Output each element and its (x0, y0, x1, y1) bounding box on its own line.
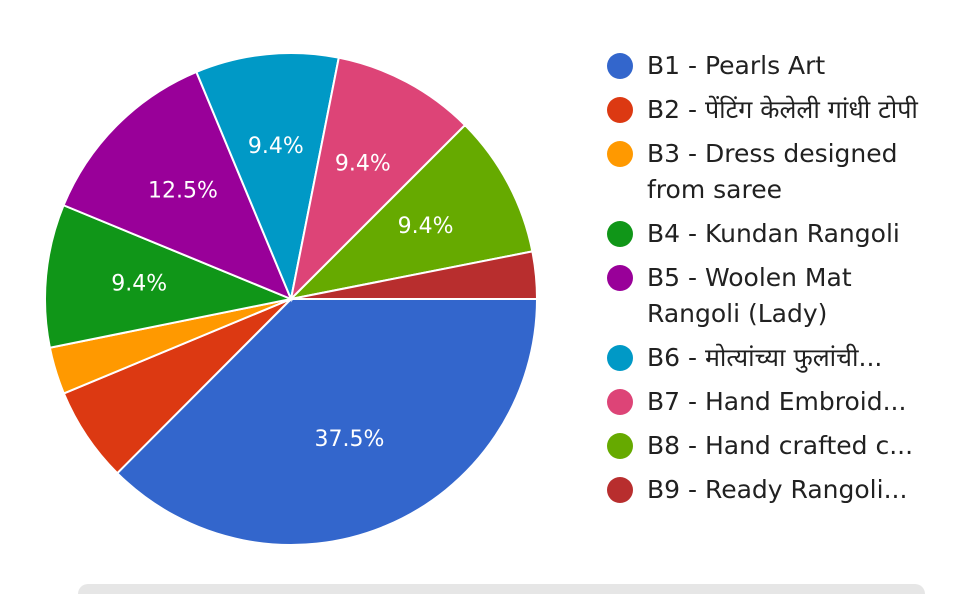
legend-label-b7: B7 - Hand Embroid... (647, 387, 907, 416)
legend-item-b1[interactable]: B1 - Pearls Art (607, 48, 937, 84)
legend-label-b3: B3 - Dress designed from saree (647, 139, 898, 204)
legend-item-b7[interactable]: B7 - Hand Embroid... (607, 384, 937, 420)
legend-item-b8[interactable]: B8 - Hand crafted c... (607, 428, 937, 464)
pie-slice-b7[interactable] (289, 56, 467, 303)
slice-label-b8: 9.4% (398, 214, 454, 239)
bottom-panel-edge (78, 584, 925, 594)
legend-swatch-b9 (607, 477, 633, 503)
pie-slice-b1[interactable] (115, 298, 539, 546)
legend-label-b5: B5 - Woolen Mat Rangoli (Lady) (647, 263, 852, 328)
slice-label-b4: 9.4% (111, 271, 167, 296)
legend-swatch-b1 (607, 53, 633, 79)
slice-label-b7: 9.4% (335, 151, 391, 176)
pie-slice-b8[interactable] (287, 123, 534, 301)
legend-label-b4: B4 - Kundan Rangoli (647, 219, 900, 248)
legend-swatch-b2 (607, 97, 633, 123)
pie-slice-b5[interactable] (62, 70, 293, 301)
slice-label-b1: 37.5% (315, 427, 385, 452)
legend-swatch-b6 (607, 345, 633, 371)
legend-swatch-b3 (607, 141, 633, 167)
slice-label-b6: 9.4% (248, 134, 304, 159)
legend-item-b4[interactable]: B4 - Kundan Rangoli (607, 216, 937, 252)
legend-label-b2: B2 - पेंटिंग केलेली गांधी टोपी (647, 95, 918, 124)
legend-item-b5[interactable]: B5 - Woolen Mat Rangoli (Lady) (607, 260, 937, 332)
legend-item-b9[interactable]: B9 - Ready Rangoli... (607, 472, 937, 508)
slice-label-b5: 12.5% (148, 178, 218, 203)
chart-legend: B1 - Pearls Art B2 - पेंटिंग केलेली गांध… (607, 48, 937, 516)
legend-swatch-b7 (607, 389, 633, 415)
legend-label-b6: B6 - मोत्यांच्या फुलांची... (647, 343, 883, 372)
legend-item-b6[interactable]: B6 - मोत्यांच्या फुलांची... (607, 340, 937, 376)
legend-swatch-b8 (607, 433, 633, 459)
legend-swatch-b4 (607, 221, 633, 247)
legend-label-b1: B1 - Pearls Art (647, 51, 826, 80)
pie-slice-b4[interactable] (44, 203, 295, 349)
legend-label-b8: B8 - Hand crafted c... (647, 431, 914, 460)
pie-slice-b9[interactable] (290, 250, 539, 300)
legend-item-b2[interactable]: B2 - पेंटिंग केलेली गांधी टोपी (607, 92, 937, 128)
legend-label-b9: B9 - Ready Rangoli... (647, 475, 908, 504)
pie-chart: 37.5% 9.4% 12.5% 9.4% 9.4% 9.4% (44, 52, 539, 546)
legend-item-b3[interactable]: B3 - Dress designed from saree (607, 136, 937, 208)
legend-swatch-b5 (607, 265, 633, 291)
